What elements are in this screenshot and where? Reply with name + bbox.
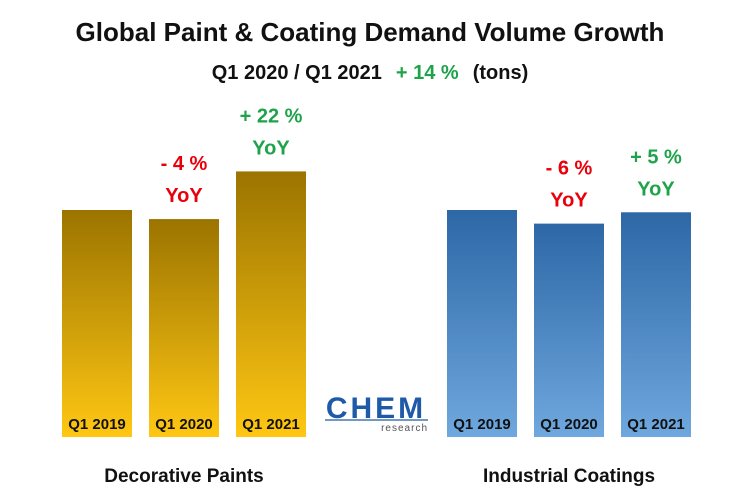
bar-label-0-1: Q1 2020 [155,416,213,433]
bar-0-1 [149,219,219,437]
bar-0-0 [62,210,132,437]
bar-1-2 [621,212,691,437]
bar-label-0-2: Q1 2021 [242,416,300,433]
yoy-change-0-1: - 4 % [161,153,208,175]
bar-label-1-0: Q1 2019 [453,416,511,433]
logo-subtext: research [381,423,428,434]
subtitle-period: Q1 2020 / Q1 2021 [212,62,382,84]
yoy-change-0-2: + 22 % [240,105,303,127]
group-label-0: Decorative Paints [104,466,263,487]
yoy-change-1-2: + 5 % [630,146,682,168]
yoy-change-1-1: - 6 % [546,158,593,180]
bar-label-0-0: Q1 2019 [68,416,126,433]
group-label-1: Industrial Coatings [483,466,655,487]
yoy-label-1-1: YoY [550,190,588,212]
chart-subtitle: Q1 2020 / Q1 2021 + 14 % (tons) [212,62,529,84]
chart-title: Global Paint & Coating Demand Volume Gro… [76,17,665,47]
subtitle-unit: (tons) [473,62,529,84]
bar-label-1-1: Q1 2020 [540,416,598,433]
bar-1-1 [534,223,604,437]
bar-label-1-2: Q1 2021 [627,416,685,433]
chem-research-logo: CHEM research [325,392,428,434]
bar-1-0 [447,210,517,437]
yoy-label-0-1: YoY [165,185,203,207]
yoy-label-1-2: YoY [637,178,675,200]
bar-0-2 [236,171,306,437]
bars-layer: Q1 2019 Q1 2020 - 4 % YoY Q1 2021 + 22 % YoY De… [62,105,691,487]
yoy-label-0-2: YoY [252,137,290,159]
subtitle-change: + 14 % [396,62,459,84]
